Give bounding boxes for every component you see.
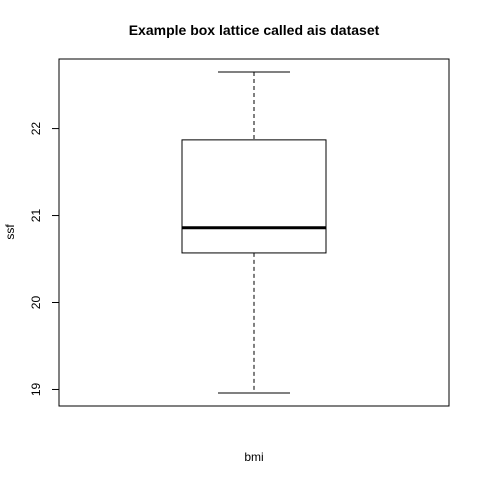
interquartile-box [181,139,327,254]
y-axis: 19 20 21 22 [29,122,60,396]
y-axis-label: ssf [3,224,17,240]
x-axis-label: bmi [244,450,263,464]
box-plot [181,71,327,394]
y-tick-label-0: 19 [29,382,43,396]
chart-title: Example box lattice called ais dataset [129,22,380,38]
y-tick-label-1: 20 [29,296,43,310]
y-tick-label-2: 21 [29,209,43,223]
y-tick-label-3: 22 [29,122,43,136]
